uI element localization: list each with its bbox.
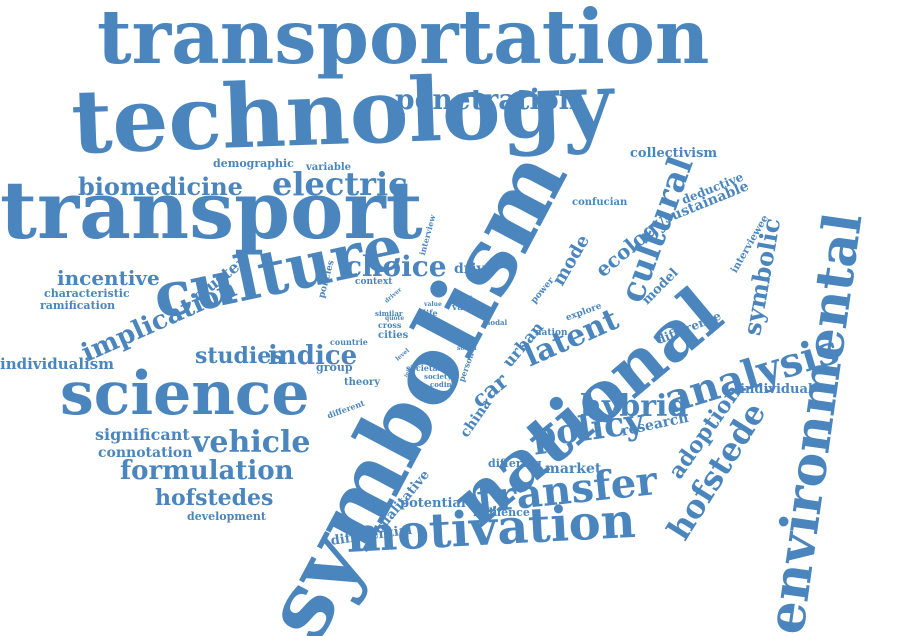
word-penetration: penetration bbox=[395, 83, 579, 116]
word-demographic: demographic bbox=[213, 157, 294, 170]
word-value: value bbox=[424, 301, 442, 308]
word-nation: nation bbox=[535, 328, 568, 338]
word-coding: coding bbox=[430, 380, 457, 389]
word-countrie: countrie bbox=[330, 337, 368, 347]
word-context: context bbox=[355, 277, 393, 287]
word-life: life bbox=[423, 308, 438, 318]
word-individual: individual bbox=[740, 382, 813, 397]
word-collectivism: collectivism bbox=[630, 146, 718, 161]
word-social: social bbox=[457, 345, 477, 352]
word-societal: societal bbox=[406, 363, 441, 373]
word-significant: significant bbox=[95, 425, 190, 444]
word-choice: choice bbox=[345, 250, 447, 283]
word-potential: potential bbox=[400, 496, 466, 511]
word-society: society bbox=[424, 372, 452, 381]
word-hybrid: hybrid bbox=[580, 389, 689, 424]
word-symbolic: symbolic bbox=[737, 215, 787, 338]
word-biomedicine: biomedicine bbox=[78, 172, 243, 201]
word-drive: drive bbox=[454, 261, 494, 277]
word-transportation: transportation bbox=[97, 0, 710, 81]
word-quote: quote bbox=[385, 315, 405, 322]
word-electric: electric bbox=[272, 165, 408, 203]
word-market: market bbox=[545, 461, 602, 477]
word-influence: influence bbox=[473, 506, 530, 519]
word-group: group bbox=[316, 361, 353, 374]
word-variable: variable bbox=[306, 162, 351, 173]
word-theory: theory bbox=[344, 377, 381, 388]
word-vehicle: vehicle bbox=[192, 425, 311, 460]
word-varies: varies bbox=[452, 303, 483, 313]
word-development: development bbox=[187, 510, 267, 523]
word-modal: modal bbox=[483, 318, 508, 327]
word-cities: cities bbox=[378, 330, 409, 341]
word-transport: transport bbox=[0, 163, 423, 257]
word-indice: indice bbox=[268, 341, 358, 371]
word-role: role bbox=[427, 322, 445, 332]
word-ramification: ramification bbox=[40, 299, 116, 312]
word-point: point bbox=[455, 295, 473, 302]
word-cross: cross bbox=[378, 320, 402, 330]
word-studies: studies bbox=[195, 343, 284, 369]
word-formulation: formulation bbox=[120, 456, 294, 486]
word-confucian: confucian bbox=[572, 197, 628, 208]
word-science: science bbox=[60, 359, 310, 429]
word-individualism: individualism bbox=[0, 355, 115, 373]
word-incentive: incentive bbox=[57, 266, 160, 290]
word-similar: similar bbox=[375, 309, 403, 318]
word-differing: differing bbox=[488, 457, 542, 470]
word-driver: driver bbox=[383, 286, 404, 305]
word-characteristic: characteristic bbox=[44, 287, 130, 300]
word-connotation: connotation bbox=[98, 445, 193, 461]
word-hofstedes: hofstedes bbox=[155, 485, 274, 511]
